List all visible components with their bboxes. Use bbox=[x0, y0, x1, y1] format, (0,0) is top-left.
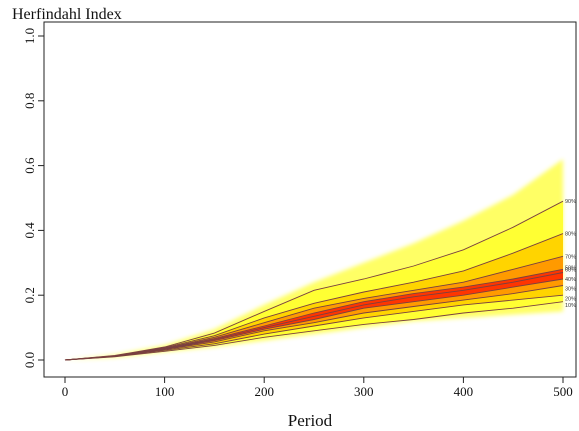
x-tick-label: 400 bbox=[454, 384, 474, 399]
plot-frame bbox=[43, 21, 577, 378]
y-tick-label: 0.6 bbox=[22, 157, 37, 174]
x-tick-label: 500 bbox=[553, 384, 573, 399]
x-axis-label: Period bbox=[288, 411, 333, 430]
quantile-line-90 bbox=[64, 200, 564, 361]
quantile-line-80 bbox=[64, 233, 564, 361]
x-tick-label: 200 bbox=[254, 384, 274, 399]
quantile-line-20 bbox=[64, 294, 564, 361]
quantile-label-40: 40% bbox=[565, 277, 576, 283]
quantile-label-20: 20% bbox=[565, 296, 576, 302]
y-axis-label: Herfindahl Index bbox=[12, 6, 122, 23]
y-axis: 0.0 0.2 0.4 0.6 0.8 1.0 bbox=[22, 28, 44, 368]
y-tick-label: 0.0 bbox=[22, 352, 37, 368]
quantile-label-70: 70% bbox=[565, 254, 576, 260]
y-tick-label: 0.2 bbox=[22, 287, 37, 303]
y-tick-label: 0.4 bbox=[22, 222, 37, 239]
quantile-line-10 bbox=[64, 301, 564, 361]
quantile-labels: 10%20% 30% 40% 50%60% 70% 80% 90% bbox=[565, 199, 576, 309]
fan-bands bbox=[65, 159, 563, 360]
quantile-label-10: 10% bbox=[565, 303, 576, 309]
quantile-label-80: 80% bbox=[565, 232, 576, 238]
y-tick-label: 1.0 bbox=[22, 28, 37, 44]
x-tick-label: 0 bbox=[62, 384, 69, 399]
quantile-label-90: 90% bbox=[565, 199, 576, 205]
band-40-60 bbox=[65, 269, 563, 360]
quantile-label-50: 50% bbox=[565, 266, 576, 272]
x-tick-label: 100 bbox=[155, 384, 175, 399]
quantile-label-30: 30% bbox=[565, 287, 576, 293]
x-tick-label: 300 bbox=[354, 384, 374, 399]
quantile-lines bbox=[64, 200, 564, 361]
quantile-label-60: 60% bbox=[565, 267, 576, 273]
x-axis: 0 100 200 300 400 500 bbox=[62, 377, 573, 399]
y-tick-label: 0.8 bbox=[22, 93, 37, 109]
